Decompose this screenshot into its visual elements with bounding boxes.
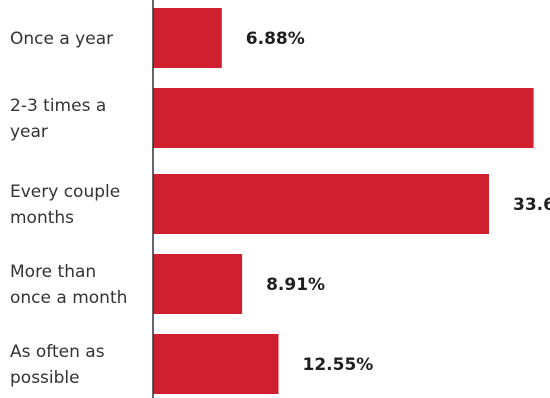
value-label-2: 33.60% xyxy=(513,195,550,215)
category-label-line: year xyxy=(10,122,48,142)
category-label-line: once a month xyxy=(10,288,127,308)
bar-3 xyxy=(153,254,243,314)
bars-group xyxy=(153,8,534,394)
category-label-line: Once a year xyxy=(10,29,113,49)
category-label-line: As often as xyxy=(10,342,105,362)
value-label-3: 8.91% xyxy=(266,275,325,295)
value-label-4: 12.55% xyxy=(303,355,374,375)
category-label-3: More than once a month xyxy=(10,262,127,308)
category-label-line: More than xyxy=(10,262,96,282)
bar-0 xyxy=(153,8,222,68)
category-labels-group: Once a year 2-3 times a year Every couple mo… xyxy=(10,29,127,388)
category-label-line: possible xyxy=(10,368,80,388)
value-labels-group: 6.88%38.06%33.60%8.91%12.55% xyxy=(246,29,550,375)
category-label-line: Every couple xyxy=(10,182,120,202)
bar-1 xyxy=(153,88,534,148)
bar-2 xyxy=(153,174,489,234)
value-label-0: 6.88% xyxy=(246,29,305,49)
bar-4 xyxy=(153,334,279,394)
category-label-0: Once a year xyxy=(10,29,113,49)
category-label-line: months xyxy=(10,208,74,228)
category-label-2: Every couple months xyxy=(10,182,120,228)
category-label-4: As often as possible xyxy=(10,342,105,388)
category-label-1: 2-3 times a year xyxy=(10,96,106,142)
category-label-line: 2-3 times a xyxy=(10,96,106,116)
